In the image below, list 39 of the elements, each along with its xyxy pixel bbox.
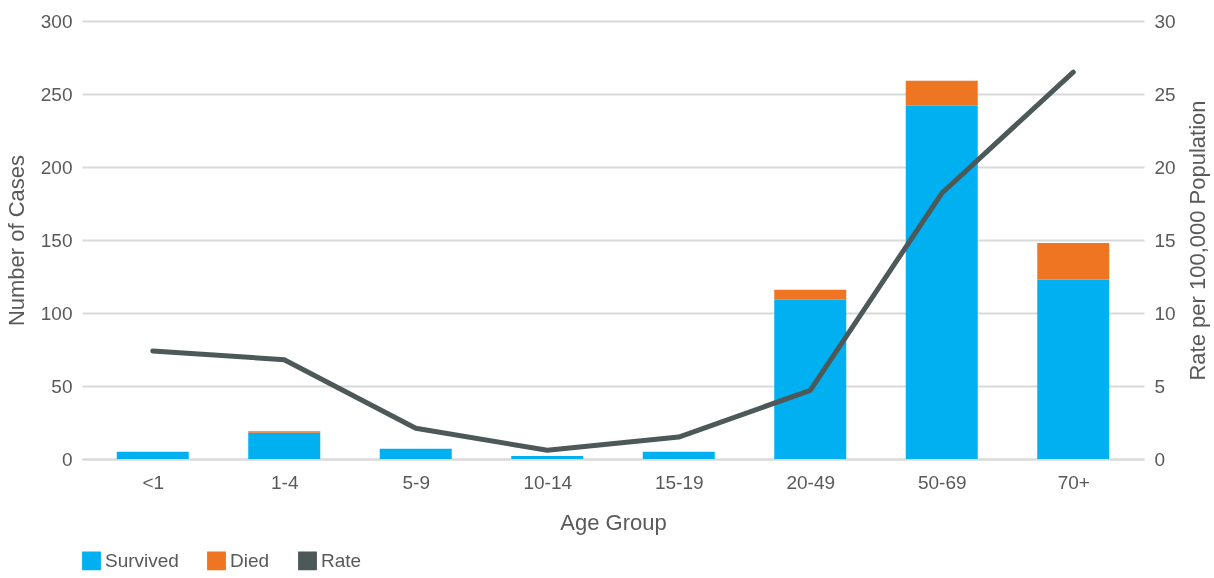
y2-tick-label: 10: [1154, 302, 1176, 324]
bar: [774, 299, 847, 459]
y2-tick-label: 25: [1154, 83, 1176, 105]
y-tick-label: 250: [40, 83, 73, 105]
bar: [1037, 279, 1110, 459]
y2-tick-label: 15: [1154, 229, 1176, 251]
y2-tick-label: 20: [1154, 156, 1176, 178]
legend-label: Died: [230, 549, 270, 571]
legend-label: Survived: [105, 549, 179, 571]
y2-tick-label: 0: [1154, 448, 1166, 470]
y-tick-label: 100: [40, 302, 73, 324]
x-tick-label: 10-14: [523, 471, 573, 493]
x-axis-title: Age Group: [560, 509, 667, 535]
bar: [248, 432, 321, 459]
x-tick-label: 50-69: [917, 471, 967, 493]
x-tick-label: 70+: [1057, 471, 1090, 493]
y2-axis-title: Rate per 100,000 Population: [1184, 100, 1210, 381]
bar: [642, 451, 715, 459]
y2-tick-label: 5: [1154, 375, 1166, 397]
y2-tick-label: 30: [1154, 10, 1176, 32]
y-tick-label: 50: [51, 375, 73, 397]
x-tick-label: 20-49: [786, 471, 836, 493]
x-tick-label: <1: [142, 471, 165, 493]
y-tick-label: 0: [61, 448, 73, 470]
y-tick-label: 150: [40, 229, 73, 251]
bar: [905, 80, 978, 106]
bar: [774, 289, 847, 300]
bar: [116, 451, 189, 459]
bar: [1037, 242, 1110, 280]
bar: [905, 105, 978, 459]
x-tick-label: 1-4: [271, 471, 299, 493]
bar: [511, 456, 584, 459]
y-axis-title: Number of Cases: [3, 154, 29, 327]
y-tick-label: 200: [40, 156, 73, 178]
x-tick-label: 15-19: [654, 471, 704, 493]
legend-label: Rate: [321, 549, 362, 571]
bar: [379, 448, 452, 459]
x-tick-label: 5-9: [402, 471, 430, 493]
y-tick-label: 300: [40, 10, 73, 32]
